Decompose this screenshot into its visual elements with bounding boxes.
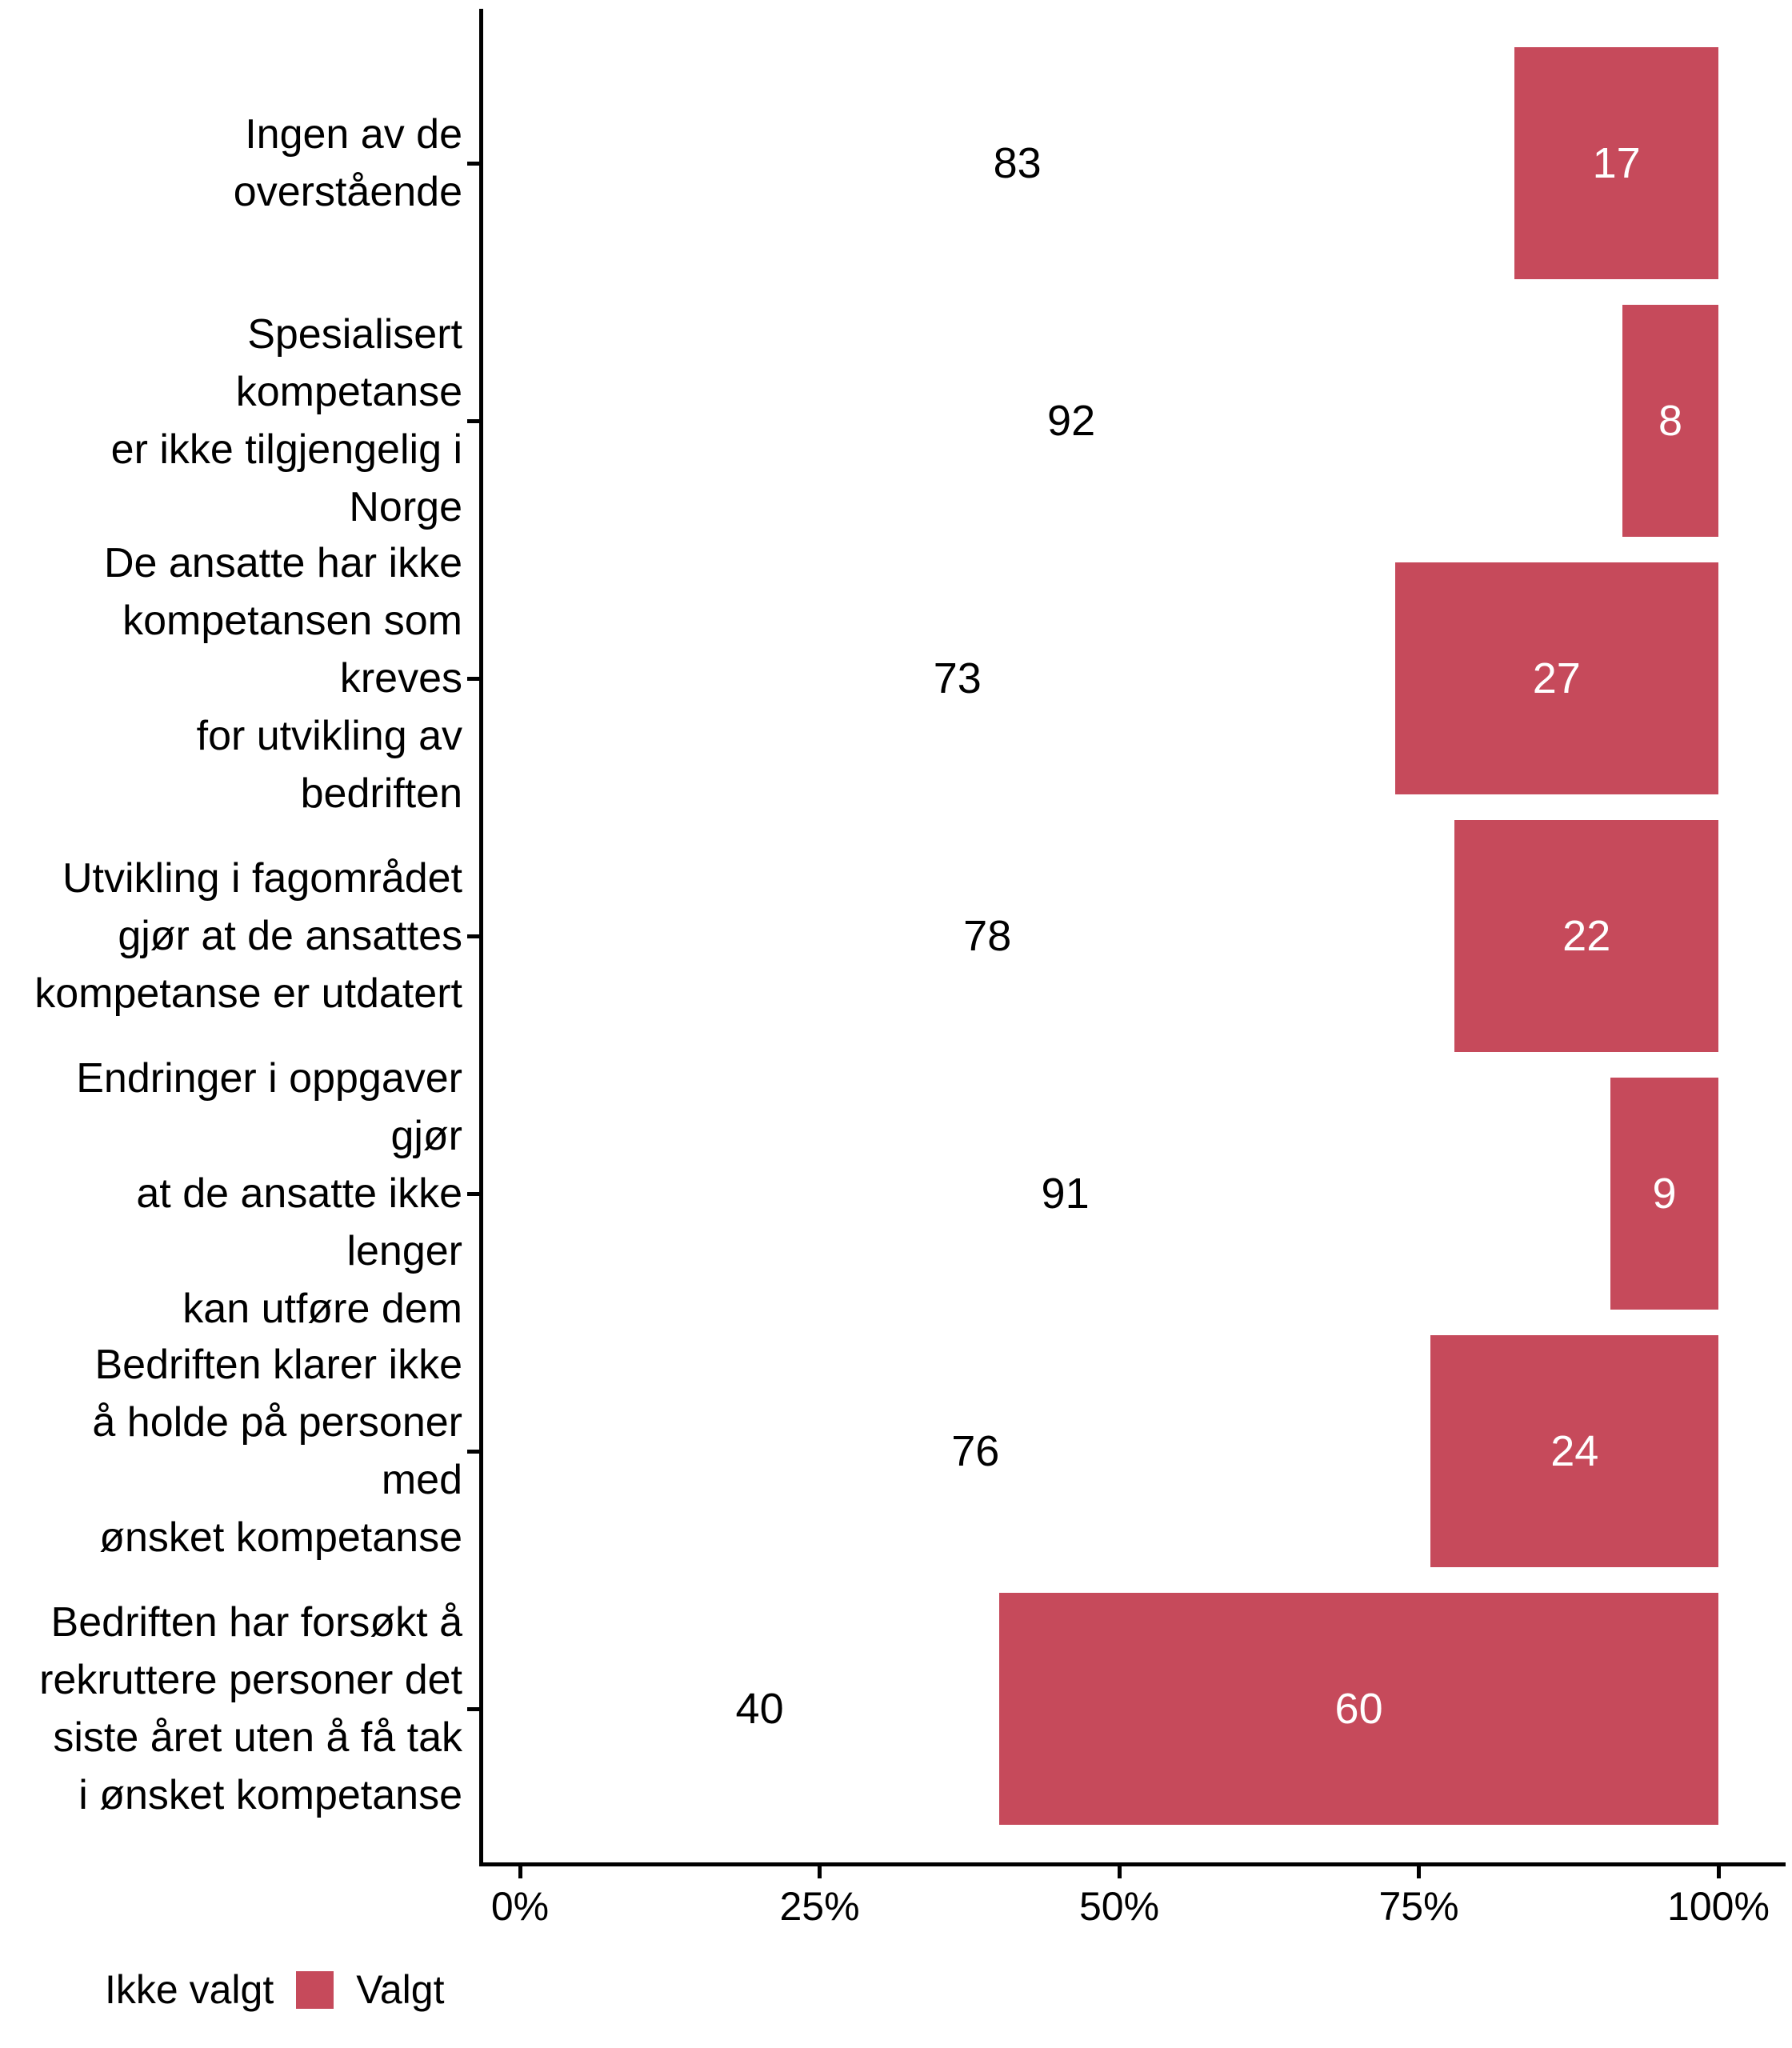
y-axis-tick: [467, 418, 479, 423]
category-label: Utvikling i fagområdet gjør at de ansatt…: [34, 855, 462, 1017]
y-axis-tick: [467, 1191, 479, 1196]
bar-segment-valgt: 22: [1454, 820, 1718, 1052]
bar-segment-ikke-valgt: 76: [520, 1335, 1431, 1567]
bar-segment-ikke-valgt: 40: [520, 1593, 1000, 1825]
category-label: Bedriften klarer ikke å holde på persone…: [92, 1342, 462, 1561]
bar-value-label-ikke-valgt: 73: [933, 654, 982, 702]
y-axis-line: [479, 9, 483, 1866]
bar-value-label-ikke-valgt: 91: [1041, 1170, 1090, 1218]
bar-value-label-ikke-valgt: 40: [735, 1685, 784, 1733]
y-axis-tick: [467, 161, 479, 166]
legend-swatch-valgt: [296, 1970, 334, 2009]
category-label: Ingen av de overstående: [233, 111, 462, 215]
bar-value-label-ikke-valgt: 76: [951, 1427, 1000, 1475]
category-label: Bedriften har forsøkt å rekruttere perso…: [39, 1599, 462, 1818]
bar-value-label-valgt: 24: [1550, 1427, 1599, 1475]
x-axis-tick: [1417, 1866, 1421, 1878]
y-axis-tick: [467, 676, 479, 681]
y-axis-tick: [467, 934, 479, 938]
bar-segment-valgt: 9: [1610, 1078, 1718, 1310]
bar-value-label-valgt: 8: [1658, 397, 1683, 445]
bar-segment-ikke-valgt: 91: [520, 1078, 1611, 1310]
x-axis-tick: [518, 1866, 522, 1878]
bar-segment-ikke-valgt: 83: [520, 47, 1515, 279]
x-axis-tick-label: 0%: [490, 1884, 550, 1929]
bar-value-label-ikke-valgt: 83: [993, 139, 1042, 187]
y-axis-tick: [467, 1706, 479, 1711]
bar-segment-ikke-valgt: 92: [520, 305, 1623, 537]
y-axis-tick: [467, 1449, 479, 1454]
legend: Ikke valgt Valgt: [58, 1969, 444, 2010]
legend-swatch-ikke-valgt: [58, 1970, 96, 2009]
category-label: Endringer i oppgaver gjør at de ansatte …: [76, 1055, 462, 1332]
x-axis-tick-label: 25%: [779, 1884, 860, 1929]
x-axis-tick-label: 50%: [1078, 1884, 1160, 1929]
bar-value-label-ikke-valgt: 78: [963, 912, 1012, 960]
bar-segment-valgt: 60: [999, 1593, 1718, 1825]
bar-segment-valgt: 27: [1394, 562, 1718, 794]
bar-value-label-valgt: 22: [1562, 912, 1611, 960]
bar-value-label-valgt: 9: [1652, 1170, 1677, 1218]
x-axis-line: [479, 1862, 1786, 1866]
category-label: De ansatte har ikke kompetansen som krev…: [103, 540, 462, 817]
bar-value-label-valgt: 27: [1532, 654, 1581, 702]
x-axis-tick: [1117, 1866, 1122, 1878]
bar-value-label-valgt: 17: [1592, 139, 1641, 187]
bar-segment-valgt: 24: [1430, 1335, 1718, 1567]
x-axis-tick-label: 75%: [1378, 1884, 1459, 1929]
x-axis-tick-label: 100%: [1667, 1884, 1770, 1929]
x-axis-tick: [1716, 1866, 1721, 1878]
legend-label-ikke-valgt: Ikke valgt: [105, 1967, 274, 2012]
x-axis-tick: [818, 1866, 822, 1878]
bar-segment-ikke-valgt: 73: [520, 562, 1395, 794]
legend-label-valgt: Valgt: [356, 1967, 445, 2012]
bar-value-label-ikke-valgt: 92: [1047, 397, 1096, 445]
bar-value-label-valgt: 60: [1334, 1685, 1383, 1733]
category-label: Spesialisert kompetanse er ikke tilgjeng…: [110, 311, 462, 530]
bar-segment-valgt: 17: [1514, 47, 1718, 279]
bar-segment-ikke-valgt: 78: [520, 820, 1455, 1052]
bar-segment-valgt: 8: [1622, 305, 1718, 537]
